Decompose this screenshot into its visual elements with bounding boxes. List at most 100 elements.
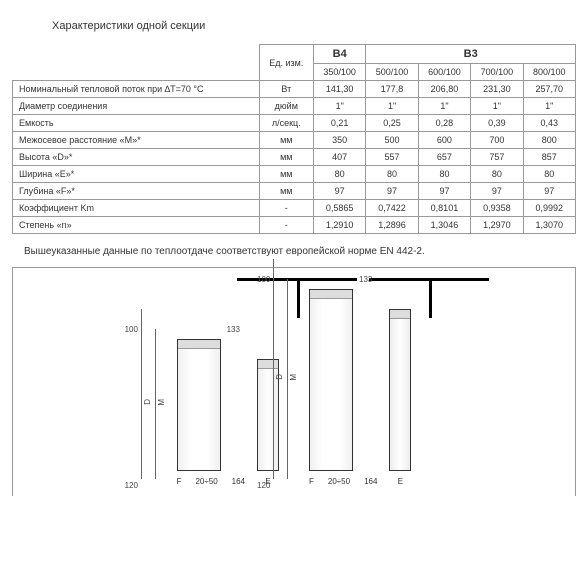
cell: 1" <box>418 98 470 115</box>
cell: 0,9992 <box>523 200 575 217</box>
cell: 97 <box>523 183 575 200</box>
cell: 1,3046 <box>418 217 470 234</box>
cell: 350 <box>313 132 365 149</box>
group-b4: B4 <box>313 45 365 64</box>
cell: 1,2970 <box>471 217 523 234</box>
size-col: 700/100 <box>471 64 523 81</box>
cell: 80 <box>471 166 523 183</box>
row-unit: мм <box>259 166 313 183</box>
table-row: Емкостьл/секц.0,210,250,280,390,43 <box>13 115 576 132</box>
cell: 97 <box>366 183 418 200</box>
cell: 206,80 <box>418 81 470 98</box>
table-row: Ширина «E»*мм8080808080 <box>13 166 576 183</box>
cell: 1,2910 <box>313 217 365 234</box>
row-label: Коэффициент Km <box>13 200 260 217</box>
size-col: 600/100 <box>418 64 470 81</box>
group-b3: B3 <box>366 45 576 64</box>
cell: 1" <box>366 98 418 115</box>
row-unit: мм <box>259 183 313 200</box>
size-col: 350/100 <box>313 64 365 81</box>
row-unit: дюйм <box>259 98 313 115</box>
cell: 97 <box>471 183 523 200</box>
cell: 557 <box>366 149 418 166</box>
cell: 600 <box>418 132 470 149</box>
row-unit: л/секц. <box>259 115 313 132</box>
cell: 700 <box>471 132 523 149</box>
radiator-side <box>389 309 411 471</box>
cell: 500 <box>366 132 418 149</box>
cell: 141,30 <box>313 81 365 98</box>
dim-2050: 20÷50 <box>328 477 350 486</box>
cell: 97 <box>313 183 365 200</box>
row-label: Номинальный тепловой поток при ∆T=70 °C <box>13 81 260 98</box>
dim-100: 100 <box>257 275 270 284</box>
dim-D: D <box>275 374 284 380</box>
cell: 177,8 <box>366 81 418 98</box>
row-label: Межосевое расстояние «M»* <box>13 132 260 149</box>
cell: 0,28 <box>418 115 470 132</box>
page-title: Характеристики одной секции <box>52 20 576 32</box>
cell: 1,3070 <box>523 217 575 234</box>
dim-2050: 20÷50 <box>195 477 217 486</box>
row-label: Степень «n» <box>13 217 260 234</box>
cell: 0,8101 <box>418 200 470 217</box>
row-label: Высота «D»* <box>13 149 260 166</box>
cell: 0,39 <box>471 115 523 132</box>
dim-100: 100 <box>125 325 138 334</box>
cell: 657 <box>418 149 470 166</box>
cell: 857 <box>523 149 575 166</box>
table-row: Глубина «F»*мм9797979797 <box>13 183 576 200</box>
cell: 0,5865 <box>313 200 365 217</box>
table-row: Номинальный тепловой поток при ∆T=70 °CВ… <box>13 81 576 98</box>
cell: 97 <box>418 183 470 200</box>
cell: 0,21 <box>313 115 365 132</box>
dim-M: M <box>157 399 166 406</box>
dim-F: F <box>177 477 182 486</box>
cell: 231,30 <box>471 81 523 98</box>
cell: 0,25 <box>366 115 418 132</box>
cell: 257,70 <box>523 81 575 98</box>
diagram-left: D M 100 133 120 F 20÷50 164 E <box>177 286 279 486</box>
dim-F: F <box>309 477 314 486</box>
cell: 1,2896 <box>366 217 418 234</box>
table-row: Степень «n»-1,29101,28961,30461,29701,30… <box>13 217 576 234</box>
cell: 0,9358 <box>471 200 523 217</box>
table-row: Межосевое расстояние «M»*мм3505006007008… <box>13 132 576 149</box>
row-unit: - <box>259 200 313 217</box>
row-unit: Вт <box>259 81 313 98</box>
dim-164: 164 <box>232 477 245 486</box>
cell: 1" <box>523 98 575 115</box>
table-row: Коэффициент Km-0,58650,74220,81010,93580… <box>13 200 576 217</box>
cell: 80 <box>523 166 575 183</box>
row-unit: - <box>259 217 313 234</box>
dim-M: M <box>289 374 298 381</box>
dim-133: 133 <box>227 325 240 334</box>
cell: 0,43 <box>523 115 575 132</box>
row-unit: мм <box>259 149 313 166</box>
footnote: Вышеуказанные данные по теплоотдаче соот… <box>24 246 576 257</box>
row-label: Ширина «E»* <box>13 166 260 183</box>
cell: 757 <box>471 149 523 166</box>
dim-164: 164 <box>364 477 377 486</box>
dim-E: E <box>389 477 411 486</box>
radiator-front <box>177 339 221 471</box>
row-label: Глубина «F»* <box>13 183 260 200</box>
dim-120: 120 <box>257 481 270 490</box>
cell: 0,7422 <box>366 200 418 217</box>
row-unit: мм <box>259 132 313 149</box>
row-label: Емкость <box>13 115 260 132</box>
radiator-front <box>309 289 353 471</box>
table-row: Диаметр соединениядюйм1"1"1"1"1" <box>13 98 576 115</box>
unit-header: Ед. изм. <box>259 45 313 81</box>
dim-120: 120 <box>125 481 138 490</box>
diagram-right: D M 100 133 120 F 20÷50 164 E <box>309 286 411 486</box>
cell: 800 <box>523 132 575 149</box>
cell: 80 <box>313 166 365 183</box>
cell: 407 <box>313 149 365 166</box>
cell: 80 <box>366 166 418 183</box>
cell: 1" <box>471 98 523 115</box>
cell: 80 <box>418 166 470 183</box>
dim-D: D <box>143 399 152 405</box>
table-row: Высота «D»*мм407557657757857 <box>13 149 576 166</box>
cell: 1" <box>313 98 365 115</box>
